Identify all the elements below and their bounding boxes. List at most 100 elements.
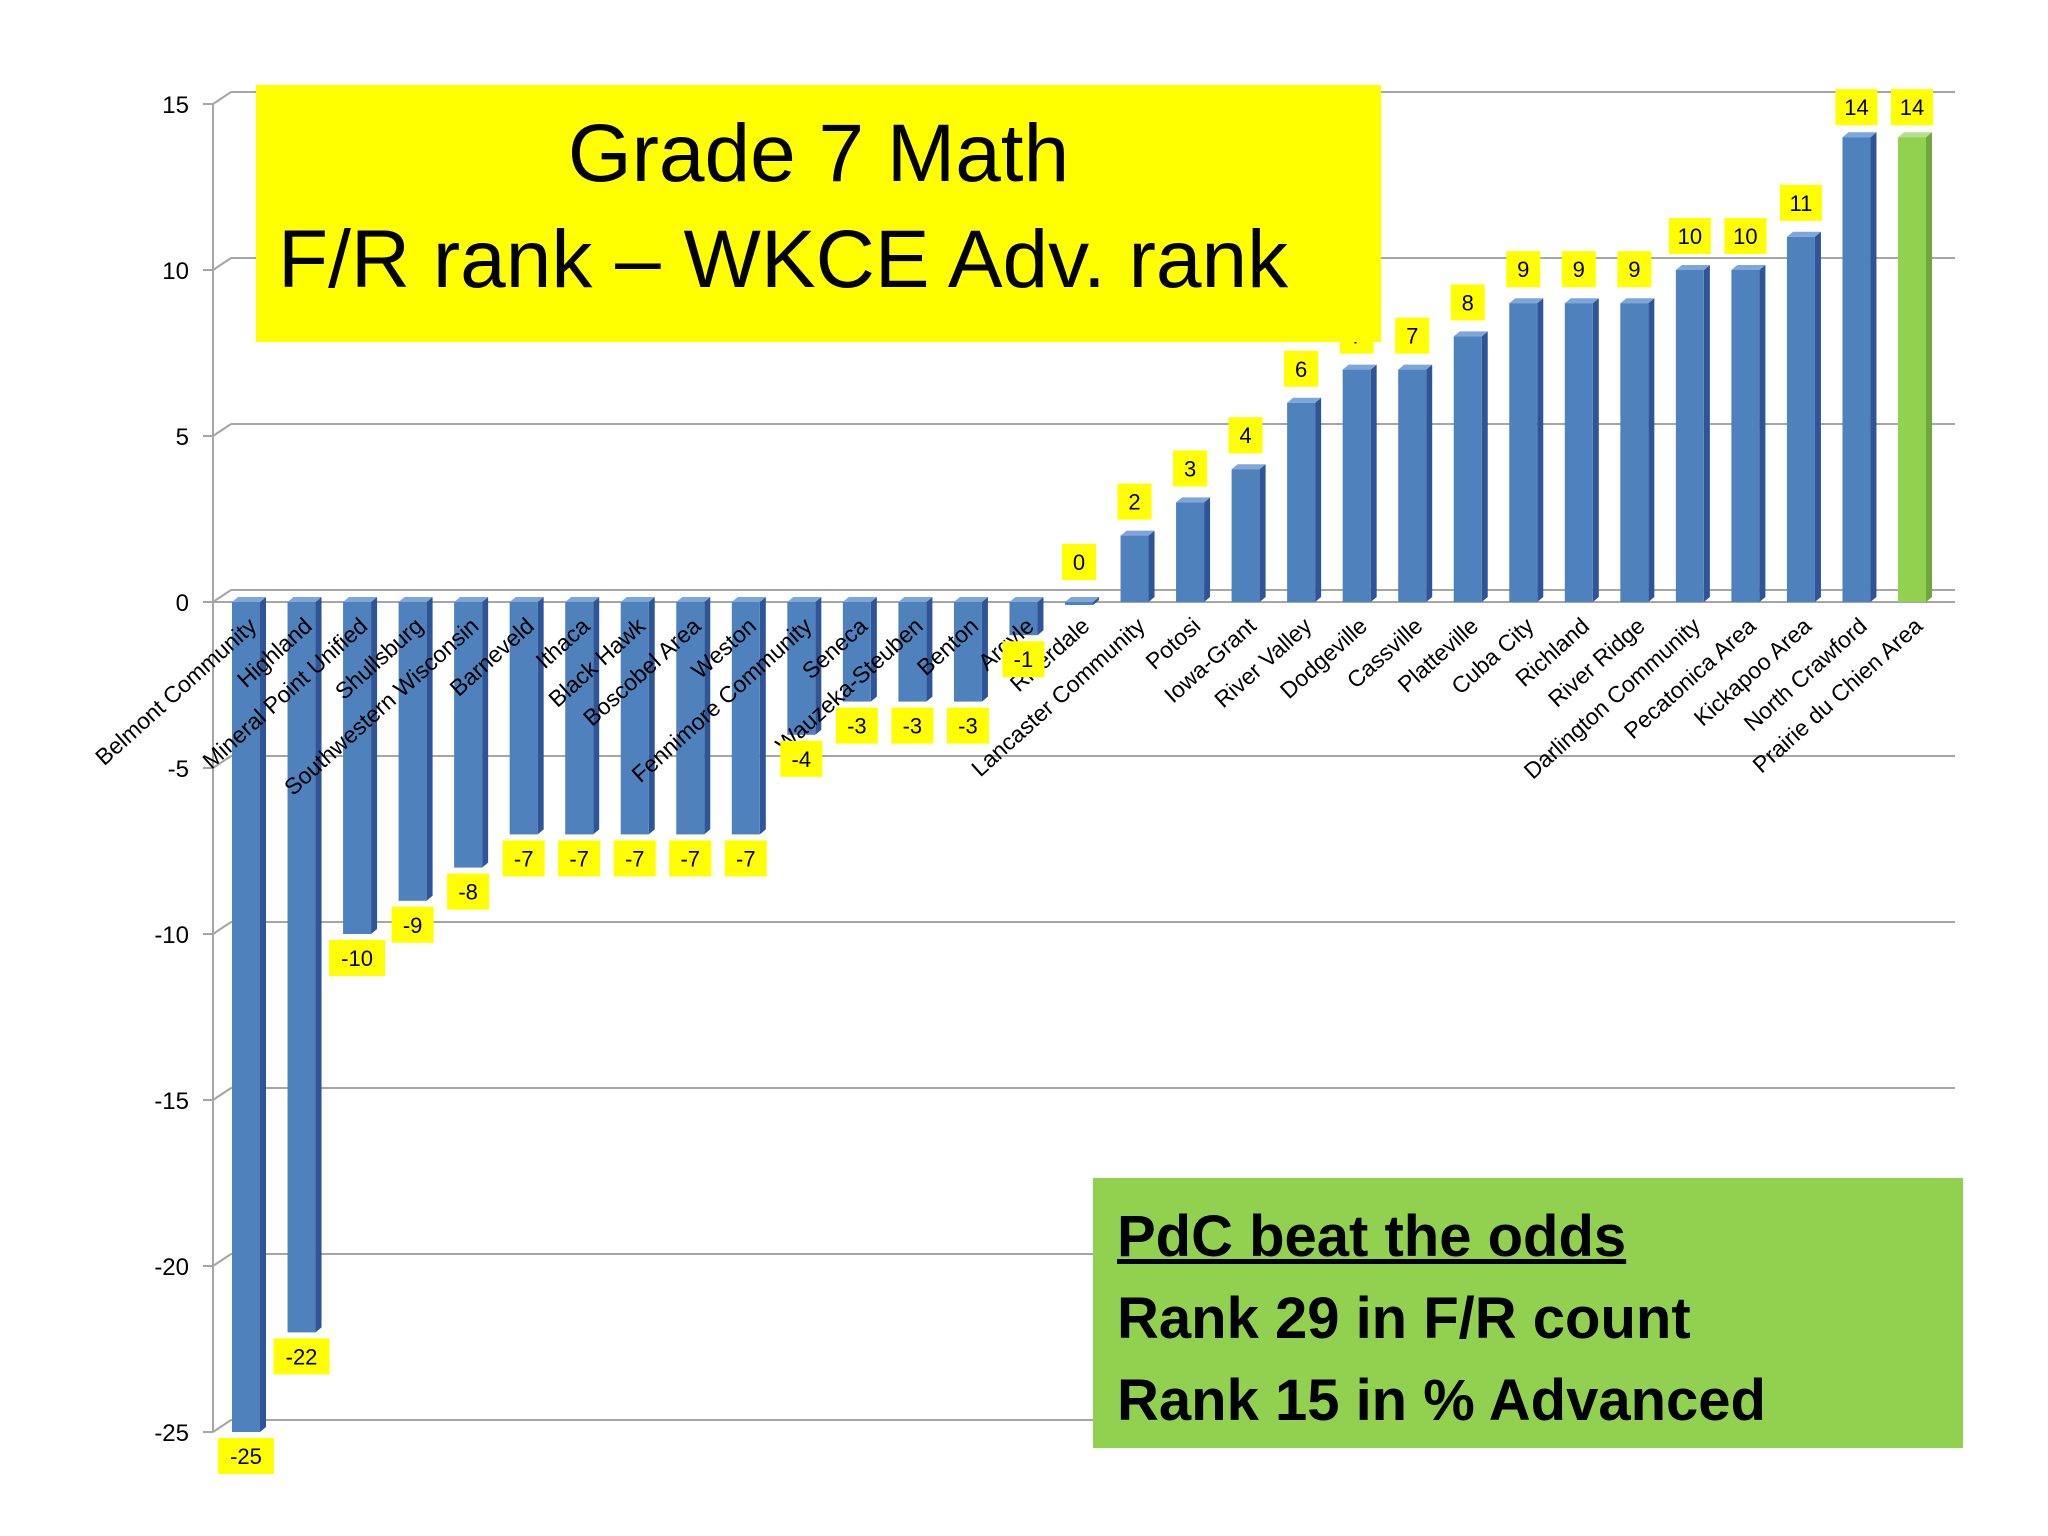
y-tick-label: -15 [154,1088,189,1115]
bar-top [1287,397,1322,403]
gridline-depth [212,921,232,935]
data-label: 14 [1891,89,1933,126]
bar-top [398,597,433,602]
bar-top [287,597,322,602]
bar [676,602,705,835]
data-label-text: -3 [903,714,923,739]
bar-group [454,597,489,868]
data-label-bg [1561,251,1596,288]
data-label: -9 [391,906,434,943]
data-label-text: -3 [958,714,978,739]
data-label-text: -10 [341,946,373,971]
gridline-depth [212,1419,232,1433]
data-label: 6 [1284,350,1319,387]
bar-side [648,597,655,835]
data-label-bg [1395,317,1430,354]
data-label-text: -7 [625,846,645,871]
bar [1009,602,1038,636]
data-label-bg [946,707,989,744]
data-label: 14 [1835,89,1878,126]
data-label-bg [724,840,767,877]
bar-group [1287,397,1322,602]
bar-group [1176,497,1211,602]
y-tick-label: -20 [154,1254,189,1281]
data-label-bg [891,707,934,744]
data-label: -7 [613,840,656,877]
bar-top [1675,265,1710,270]
bar-group [509,597,544,835]
data-label-bg [447,873,490,910]
bar-side [1926,132,1932,602]
bar [1176,502,1205,602]
data-label: -3 [835,707,878,744]
bar [1731,270,1760,602]
bar [787,602,816,735]
chart-title-line1: Grade 7 Math [567,108,1070,199]
data-label: -1 [1002,641,1045,678]
bar-top [787,597,822,602]
data-label-text: -7 [680,846,700,871]
bar-group [620,597,655,835]
bar-side [1759,265,1766,602]
bar-group [565,597,600,835]
bar-top [1453,331,1488,337]
data-label-bg [1779,184,1822,221]
bar [1453,336,1482,602]
bar-side [1259,464,1266,602]
bar-top [1120,530,1155,536]
data-label-bg [1173,450,1208,487]
bar-top [565,597,600,602]
bar-top [1509,298,1544,304]
chart-title-box: Grade 7 Math F/R rank – WKCE Adv. rank [256,85,1381,342]
bar-group [1675,265,1710,602]
data-label-bg [1506,251,1541,288]
bar [1842,137,1871,602]
bar-group [1120,530,1155,602]
bar-top [1398,364,1433,370]
bar-group [898,597,933,702]
data-label: -3 [946,707,989,744]
gridline-depth [212,1087,232,1101]
gridline-depth [212,589,232,603]
bar-group [787,597,822,735]
data-label: -7 [502,840,545,877]
bar [1675,270,1704,602]
data-label: 9 [1617,251,1652,288]
data-label: -7 [724,840,767,877]
data-label: 3 [1173,450,1208,487]
data-label-text: 8 [1462,290,1474,315]
data-label-text: 11 [1790,191,1813,216]
bar-side [260,597,266,1432]
bar [1620,303,1649,602]
gridline-depth [212,1253,232,1267]
data-label-bg [1450,284,1485,321]
y-tick-label: -5 [168,756,189,783]
data-label-text: 9 [1517,257,1529,282]
data-label-text: 14 [1844,95,1868,120]
data-label-text: -25 [230,1444,262,1469]
bar-top [620,597,655,602]
bar-group [731,597,766,835]
data-label: 4 [1228,417,1263,454]
bar-top [1065,597,1099,602]
data-label-bg [669,840,712,877]
bar-group [1620,298,1655,602]
bar [1509,303,1538,602]
data-label: -25 [218,1438,274,1474]
data-label: 10 [1724,218,1767,254]
data-label-bg [391,906,434,943]
data-label-text: -3 [847,714,867,739]
data-label: -22 [273,1338,330,1375]
y-tick-label: 5 [176,424,189,451]
data-label-text: 3 [1184,456,1196,481]
bar [1898,137,1926,602]
bar-top [731,597,766,602]
bar-group [1731,265,1766,602]
bar-top [509,597,544,602]
data-label-text: -7 [569,846,589,871]
bar-top [1620,298,1655,304]
annotation-box: PdC beat the odds Rank 29 in F/R count R… [1093,1178,1963,1448]
bar-side [1204,497,1211,602]
data-label-bg [1617,251,1652,288]
data-label: -4 [780,740,823,777]
